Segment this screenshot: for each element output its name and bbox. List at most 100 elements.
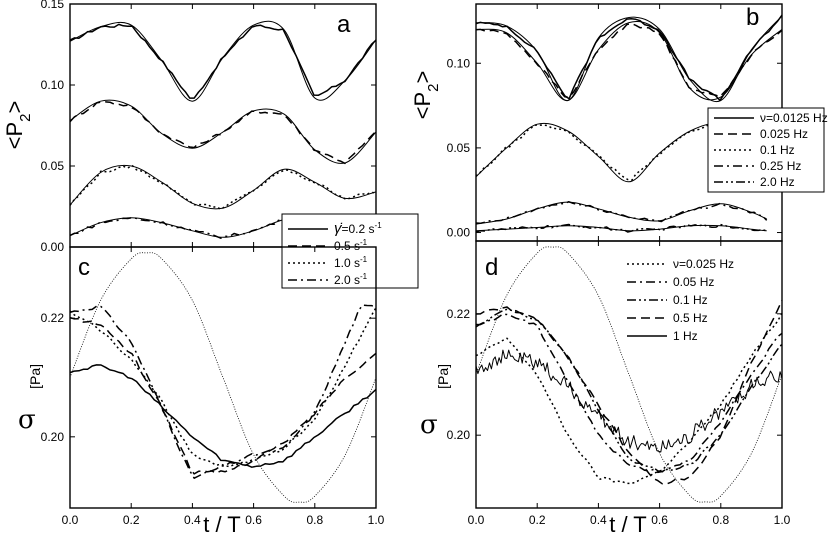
panel-d-legend: ν=0.025 Hz 0.05 Hz 0.1 Hz 0.5 Hz 1 Hz — [627, 257, 734, 343]
series-line-dash — [69, 101, 377, 165]
panel-b: 0.00 0.05 0.10 b <P2> ν=0.0125 Hz 0.025 Hz 0… — [410, 3, 828, 242]
x-tick-label: 0.0 — [468, 513, 485, 527]
series-line-dot — [475, 312, 783, 485]
series-fit-line — [69, 164, 377, 210]
panel-a-legend-box — [281, 213, 419, 289]
legend-label-text: 1.0 s — [334, 256, 360, 270]
legend-label: 0.1 Hz — [673, 293, 708, 307]
legend-label: 0.5 Hz — [673, 311, 708, 325]
series-fit-line — [475, 224, 767, 232]
legend-item: 0.05 Hz — [627, 275, 714, 289]
x-tick-label: 0.0 — [62, 513, 79, 527]
y-tick-label: 0.10 — [41, 78, 65, 92]
panel-b-ylabel: <P2> — [410, 71, 442, 120]
svg-text:<P2>: <P2> — [410, 71, 442, 120]
x-tick-label: 0.8 — [712, 513, 729, 527]
legend-item: 0.5 s-1 — [288, 238, 368, 253]
panel-b-legend: ν=0.0125 Hz 0.025 Hz 0.1 Hz 0.25 Hz 2.0 Hz — [707, 107, 828, 193]
y-tick-label: 0.00 — [447, 226, 471, 240]
panel-a-ylabel-main: <P — [2, 122, 27, 150]
reference-sine-line — [475, 246, 783, 503]
legend-label-sup: -1 — [360, 255, 368, 264]
legend-item: γ̇=0.2 s-1 — [288, 220, 382, 237]
legend-label-text: 2.0 s — [334, 273, 360, 287]
y-tick-label: 0.10 — [447, 56, 471, 70]
series-line-dash — [69, 316, 377, 475]
x-tick-label: 1.0 — [774, 513, 791, 527]
series-fit-line — [475, 201, 767, 225]
panel-d-ylabel-unit: [Pa] — [435, 364, 451, 389]
series-fit-line — [69, 99, 377, 164]
y-tick-label: 0.05 — [447, 141, 471, 155]
series-line-dot — [69, 307, 377, 468]
panel-a-legend: γ̇=0.2 s-10.5 s-11.0 s-12.0 s-1 — [281, 213, 419, 289]
panel-d: 0.20 0.22 0.0 0.2 0.4 0.6 0.8 1.0 d [Pa] σ t / … — [420, 240, 791, 537]
legend-item: ν=0.0125 Hz — [714, 111, 828, 125]
legend-symbol: γ̇ — [334, 220, 343, 237]
x-tick-label: 0.4 — [590, 513, 607, 527]
panel-d-marks: 0.20 0.22 0.0 0.2 0.4 0.6 0.8 1.0 — [447, 241, 791, 527]
panel-b-letter: b — [746, 4, 759, 31]
panel-b-ylabel-sub: 2 — [425, 83, 442, 91]
y-tick-label: 0.00 — [41, 240, 65, 254]
series-fit-line — [475, 15, 783, 103]
legend-label-sup: -1 — [360, 272, 368, 281]
legend-label-text: 0.025 Hz — [760, 127, 808, 141]
legend-label-text: 2.0 Hz — [760, 175, 795, 189]
legend-label-text: 0.25 Hz — [760, 159, 801, 173]
series-line-solid — [475, 349, 783, 453]
panel-c-ylabel-sigma: σ — [18, 405, 36, 435]
x-tick-label: 0.6 — [245, 513, 262, 527]
legend-label-sup: -1 — [375, 221, 383, 230]
panel-c-ylabel-unit: [Pa] — [27, 364, 43, 389]
x-tick-label: 0.6 — [651, 513, 668, 527]
legend-item: 0.025 Hz — [714, 127, 808, 141]
legend-label-text: 0.5 s — [334, 239, 360, 253]
panel-d-letter: d — [485, 254, 498, 281]
y-tick-label: 0.20 — [447, 428, 471, 442]
legend-label-text: 0.05 Hz — [673, 275, 714, 289]
panel-a-letter: a — [337, 11, 351, 38]
legend-item: 1 Hz — [627, 329, 698, 343]
panel-b-legend-box — [707, 107, 825, 193]
y-tick-label: 0.22 — [447, 307, 471, 321]
series-line-dot — [475, 121, 768, 181]
panel-a-ylabel-sub: 2 — [17, 113, 34, 121]
series-line-dashdotdot — [475, 308, 783, 473]
x-tick-label: 0.8 — [306, 513, 323, 527]
x-tick-label: 0.2 — [123, 513, 140, 527]
panel-c-ylabel: [Pa] — [27, 364, 43, 389]
x-tick-label: 1.0 — [368, 513, 385, 527]
legend-label: 2.0 s-1 — [334, 272, 368, 287]
series-fit-line — [69, 20, 377, 102]
legend-label-text: ν=0.0125 Hz — [760, 111, 828, 125]
series-line-dashdot — [69, 304, 377, 479]
y-tick-label: 0.22 — [41, 311, 65, 325]
legend-item: 2.0 s-1 — [288, 272, 368, 287]
y-tick-label: 0.05 — [41, 159, 65, 173]
legend-label-text: 0.1 Hz — [760, 143, 795, 157]
legend-label-text: 1 Hz — [673, 329, 698, 343]
reference-sine-line — [69, 252, 377, 503]
panel-a: 0.000.050.100.15 a <P2> γ̇=0.2 s-10.5 s-… — [2, 0, 419, 289]
legend-item: 0.25 Hz — [714, 159, 801, 173]
legend-label: 0.25 Hz — [760, 159, 801, 173]
legend-label-text: 0.1 Hz — [673, 293, 708, 307]
y-tick-label: 0.15 — [41, 0, 65, 11]
series-line-dash — [475, 299, 783, 485]
legend-label-text: ν=0.025 Hz — [673, 257, 734, 271]
panel-b-ylabel-end: > — [410, 71, 435, 84]
panel-c: 0.20 0.22 0.0 0.2 0.4 0.6 0.8 1.0 c [Pa] σ t / … — [18, 246, 385, 537]
legend-label: 0.025 Hz — [760, 127, 808, 141]
legend-label-text: 0.5 Hz — [673, 311, 708, 325]
series-line-dashdot — [475, 200, 768, 225]
series-line-dashdot — [475, 313, 783, 474]
panel-a-frame — [69, 3, 377, 248]
panel-c-xlabel: t / T — [203, 512, 241, 537]
panel-d-ylabel-sigma: σ — [420, 410, 438, 440]
series-fit-line — [475, 20, 783, 102]
legend-label-text: =0.2 s — [342, 222, 375, 236]
series-line-dot — [69, 164, 377, 210]
legend-label: 1.0 s-1 — [334, 255, 368, 270]
legend-item: 2.0 Hz — [714, 175, 795, 189]
